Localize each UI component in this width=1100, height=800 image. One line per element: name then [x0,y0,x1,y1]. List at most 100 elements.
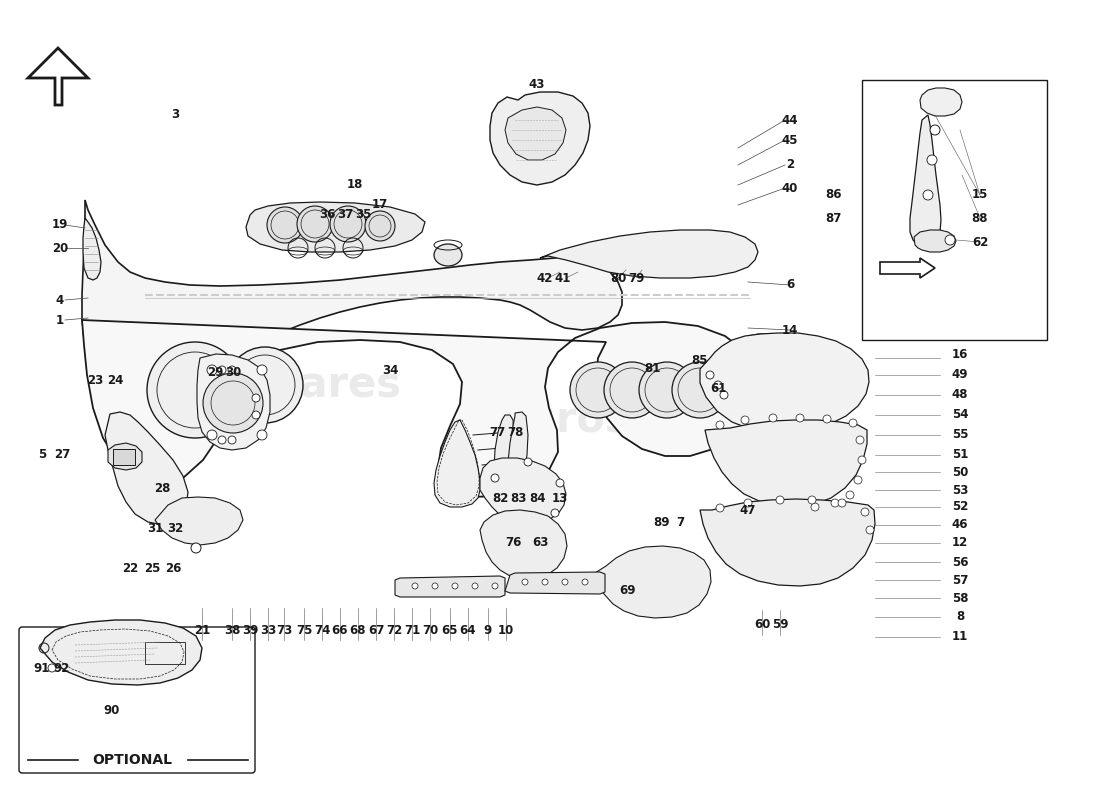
Text: 61: 61 [710,382,726,394]
Text: 53: 53 [952,483,968,497]
Text: 14: 14 [782,323,799,337]
Circle shape [854,476,862,484]
Polygon shape [910,115,940,247]
Circle shape [741,416,749,424]
Circle shape [551,509,559,517]
Circle shape [207,365,217,375]
Polygon shape [28,48,88,105]
Text: 10: 10 [498,623,514,637]
Circle shape [720,391,728,399]
Polygon shape [40,620,202,685]
Text: 62: 62 [971,235,988,249]
Circle shape [838,499,846,507]
Circle shape [218,366,226,374]
Circle shape [491,474,499,482]
Text: 88: 88 [971,211,988,225]
Polygon shape [505,572,605,594]
Circle shape [945,235,955,245]
Bar [862,80,1047,340]
Circle shape [412,583,418,589]
Text: 1: 1 [56,314,64,326]
Polygon shape [914,230,956,252]
Text: 57: 57 [952,574,968,586]
Text: 75: 75 [296,623,312,637]
Circle shape [672,362,728,418]
Text: 4: 4 [56,294,64,306]
Text: 80: 80 [609,271,626,285]
Text: 46: 46 [952,518,968,531]
Text: 19: 19 [52,218,68,231]
Bar [113,449,135,465]
Text: 59: 59 [772,618,789,631]
Text: 86: 86 [825,189,842,202]
Circle shape [866,526,874,534]
Polygon shape [246,202,425,252]
Circle shape [204,373,263,433]
Text: 35: 35 [355,209,371,222]
Ellipse shape [724,352,800,372]
Circle shape [776,496,784,504]
Text: 18: 18 [346,178,363,191]
Polygon shape [82,320,758,497]
Text: 15: 15 [971,189,988,202]
Circle shape [808,496,816,504]
Circle shape [846,491,854,499]
Text: 43: 43 [529,78,546,91]
Text: 42: 42 [537,271,553,285]
Circle shape [930,125,940,135]
Circle shape [856,436,864,444]
Text: 51: 51 [952,449,968,462]
Text: 21: 21 [194,623,210,637]
Circle shape [861,508,869,516]
Text: 60: 60 [754,618,770,631]
Circle shape [796,414,804,422]
Text: 58: 58 [952,591,968,605]
Text: 38: 38 [223,623,240,637]
Text: 29: 29 [207,366,223,378]
Text: 82: 82 [492,491,508,505]
Circle shape [556,479,564,487]
Text: 3: 3 [170,109,179,122]
Text: 34: 34 [382,363,398,377]
Circle shape [524,458,532,466]
Polygon shape [480,510,566,578]
Text: eurospares: eurospares [498,399,761,441]
Text: 66: 66 [332,623,349,637]
Text: 30: 30 [224,366,241,378]
Text: 22: 22 [122,562,139,574]
Polygon shape [155,497,243,545]
Circle shape [811,503,819,511]
Text: 6: 6 [785,278,794,291]
Text: 72: 72 [386,623,403,637]
Bar [145,642,185,664]
Text: 12: 12 [952,537,968,550]
Circle shape [639,362,695,418]
Text: 44: 44 [782,114,799,126]
Circle shape [858,456,866,464]
Text: 41: 41 [554,271,571,285]
Circle shape [823,415,830,423]
Text: 39: 39 [242,623,258,637]
Polygon shape [505,107,566,160]
Circle shape [724,334,800,410]
Circle shape [604,362,660,418]
Circle shape [218,436,226,444]
Polygon shape [395,576,505,597]
Text: 65: 65 [442,623,459,637]
Text: OPTIONAL: OPTIONAL [92,753,172,767]
Text: 71: 71 [404,623,420,637]
Circle shape [257,365,267,375]
Text: 27: 27 [54,449,70,462]
Text: 50: 50 [952,466,968,478]
Text: 78: 78 [507,426,524,438]
Text: 89: 89 [653,515,670,529]
Polygon shape [880,258,935,278]
Text: 67: 67 [367,623,384,637]
Polygon shape [82,218,101,280]
Text: 48: 48 [952,389,968,402]
Polygon shape [705,420,867,506]
Text: 63: 63 [531,537,548,550]
Text: 85: 85 [692,354,708,366]
Polygon shape [494,415,514,487]
Text: 7: 7 [675,515,684,529]
